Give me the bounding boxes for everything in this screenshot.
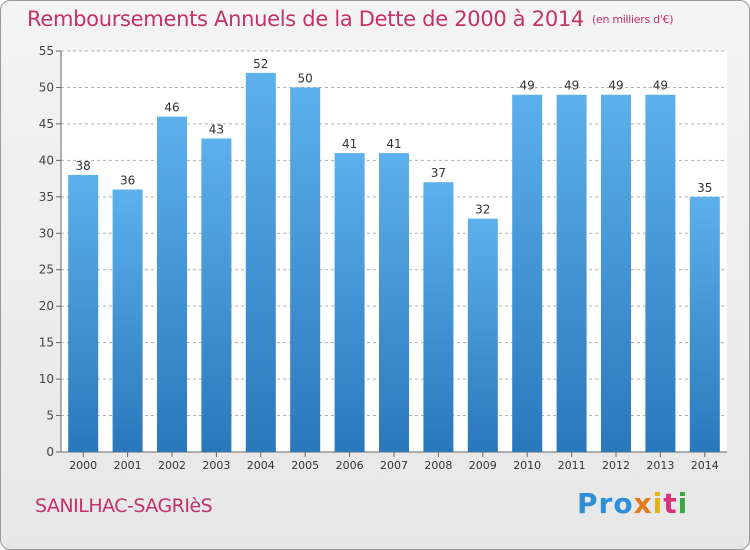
- x-tick-label-2001: 2001: [114, 459, 142, 472]
- bar-2011: [556, 94, 587, 452]
- data-label-2013: 49: [653, 79, 668, 93]
- x-tick-label-2000: 2000: [69, 459, 97, 472]
- data-label-2003: 43: [209, 122, 224, 136]
- x-tick-label-2002: 2002: [158, 459, 186, 472]
- y-tick-label: 55: [39, 44, 54, 58]
- bar-2003: [201, 138, 232, 452]
- bar-2001: [112, 189, 143, 452]
- data-label-2009: 32: [475, 203, 490, 217]
- data-label-2005: 50: [298, 71, 313, 85]
- y-tick-label: 50: [39, 80, 54, 94]
- x-tick-label-2004: 2004: [247, 459, 275, 472]
- bar-2014: [689, 196, 720, 452]
- y-tick-label: 40: [39, 153, 54, 167]
- y-tick-label: 20: [39, 299, 54, 313]
- data-label-2000: 38: [76, 159, 91, 173]
- x-tick-label-2014: 2014: [691, 459, 719, 472]
- y-tick-label: 25: [39, 263, 54, 277]
- y-tick-label: 0: [46, 445, 54, 459]
- y-tick-label: 5: [46, 409, 54, 423]
- data-label-2001: 36: [120, 174, 135, 188]
- bar-2005: [290, 87, 321, 453]
- bar-2008: [423, 182, 454, 452]
- proxiti-logo: Proxiti: [577, 487, 689, 520]
- x-tick-label-2008: 2008: [424, 459, 452, 472]
- bar-2012: [601, 94, 631, 452]
- data-label-2014: 35: [697, 181, 712, 195]
- bar-2007: [379, 153, 409, 452]
- title-main: Remboursements Annuels de la Dette de 20…: [27, 7, 584, 31]
- x-tick-label-2005: 2005: [291, 459, 319, 472]
- data-label-2004: 52: [253, 57, 268, 71]
- bar-2000: [68, 174, 99, 453]
- x-tick-label-2006: 2006: [336, 459, 364, 472]
- data-label-2010: 49: [520, 79, 535, 93]
- y-tick-label: 30: [39, 226, 54, 240]
- x-tick-label-2009: 2009: [469, 459, 497, 472]
- x-tick-label-2010: 2010: [513, 459, 541, 472]
- x-tick-label-2011: 2011: [558, 459, 586, 472]
- bar-2013: [645, 94, 676, 452]
- y-tick-label: 35: [39, 190, 54, 204]
- data-label-2012: 49: [608, 79, 623, 93]
- data-label-2002: 46: [164, 101, 179, 115]
- y-tick-label: 15: [39, 336, 54, 350]
- data-label-2007: 41: [386, 137, 401, 151]
- bar-2006: [334, 153, 365, 452]
- bar-2002: [157, 116, 187, 453]
- data-label-2011: 49: [564, 79, 579, 93]
- title-unit: (en milliers d'€): [592, 13, 674, 26]
- y-tick-label: 45: [39, 117, 54, 131]
- bar-2009: [467, 218, 498, 452]
- bar-2004: [245, 72, 276, 452]
- bar-2010: [512, 94, 543, 452]
- x-tick-label-2003: 2003: [202, 459, 230, 472]
- x-tick-label-2012: 2012: [602, 459, 630, 472]
- commune-name: SANILHAC-SAGRIèS: [35, 495, 213, 517]
- x-tick-label-2007: 2007: [380, 459, 408, 472]
- data-label-2008: 37: [431, 166, 446, 180]
- chart-title: Remboursements Annuels de la Dette de 20…: [27, 7, 673, 31]
- data-label-2006: 41: [342, 137, 357, 151]
- y-tick-label: 10: [39, 372, 54, 386]
- x-tick-label-2013: 2013: [646, 459, 674, 472]
